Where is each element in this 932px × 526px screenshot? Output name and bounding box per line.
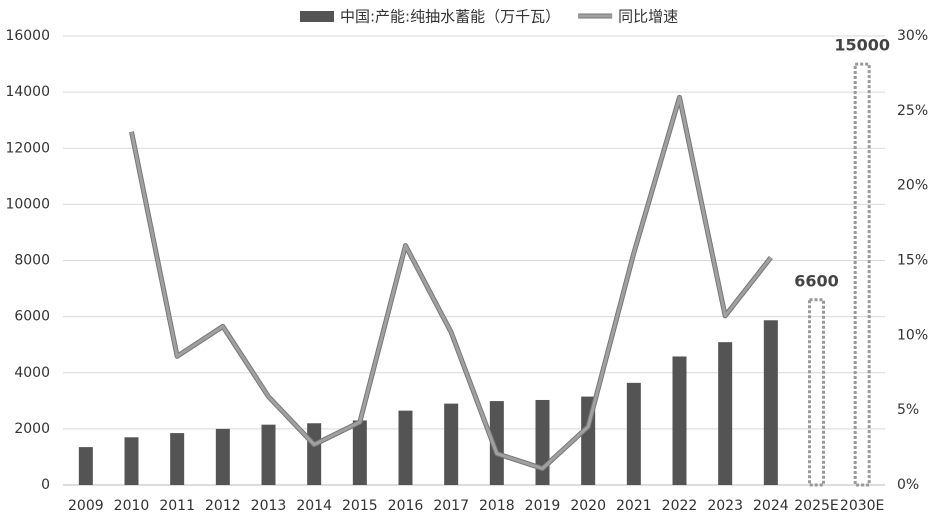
y-tick-label: 14000 [5, 84, 50, 100]
bar [398, 410, 413, 485]
bar [444, 403, 459, 485]
x-tick-label: 2011 [159, 498, 195, 514]
bar [808, 298, 825, 487]
y2-tick-label: 0% [897, 477, 919, 493]
y-tick-label: 4000 [14, 365, 50, 381]
x-tick-label: 2013 [251, 498, 287, 514]
x-tick-label: 2021 [616, 498, 652, 514]
y-tick-label: 2000 [14, 421, 50, 437]
y-tick-label: 0 [41, 477, 50, 493]
x-tick-label: 2017 [433, 498, 469, 514]
bar [626, 382, 641, 485]
y2-tick-label: 5% [897, 402, 919, 418]
bar [352, 420, 367, 485]
x-tick-label: 2014 [296, 498, 332, 514]
legend-label: 同比增速 [618, 8, 678, 26]
bar [489, 401, 504, 485]
y2-tick-label: 20% [897, 178, 928, 194]
bar [261, 424, 276, 485]
y-tick-label: 8000 [14, 253, 50, 269]
line [130, 95, 773, 471]
bar [535, 399, 550, 485]
bar [78, 447, 93, 485]
legend-label: 中国:产能:纯抽水蓄能（万千瓦） [340, 8, 560, 26]
y2-tick-label: 10% [897, 327, 928, 343]
bar [215, 428, 230, 485]
bar [763, 320, 778, 485]
y-tick-label: 16000 [5, 28, 50, 44]
x-tick-label: 2009 [68, 498, 104, 514]
x-tick-label: 2025E [794, 498, 838, 514]
x-tick-label: 2020 [570, 498, 606, 514]
y2-tick-label: 25% [897, 103, 928, 119]
x-tick-label: 2015 [342, 498, 378, 514]
y-tick-label: 12000 [5, 140, 50, 156]
y2-tick-label: 30% [897, 28, 928, 44]
bar [124, 437, 139, 485]
x-tick-label: 2030E [840, 498, 884, 514]
x-tick-label: 2012 [205, 498, 241, 514]
bar [718, 342, 733, 485]
data-label: 6600 [794, 271, 839, 290]
y2-tick-label: 15% [897, 253, 928, 269]
y-tick-label: 6000 [14, 309, 50, 325]
legend-swatch [300, 11, 334, 22]
x-tick-label: 2019 [525, 498, 561, 514]
bar [853, 62, 871, 487]
bar [170, 433, 185, 485]
y-tick-label: 10000 [5, 196, 50, 212]
bar [672, 356, 687, 485]
x-tick-label: 2010 [114, 498, 150, 514]
bar [307, 423, 322, 485]
x-tick-label: 2022 [662, 498, 698, 514]
x-tick-label: 2018 [479, 498, 515, 514]
data-label: 15000 [834, 36, 890, 55]
x-tick-label: 2024 [753, 498, 789, 514]
x-tick-label: 2023 [707, 498, 743, 514]
x-tick-label: 2016 [388, 498, 424, 514]
